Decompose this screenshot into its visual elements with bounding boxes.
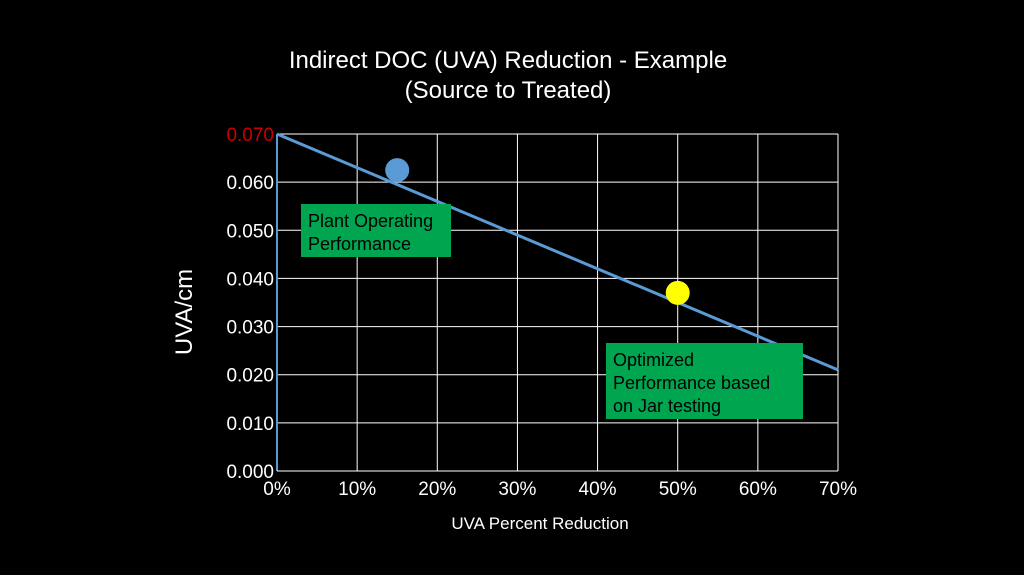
- y-tick-label: 0.010: [226, 414, 274, 435]
- data-point: [665, 280, 690, 305]
- x-axis-label: UVA Percent Reduction: [451, 514, 629, 533]
- trend-line: [276, 132, 839, 372]
- plant-operating-callout: Plant Operating Performance: [301, 204, 451, 257]
- x-tick-label: 60%: [739, 479, 777, 500]
- y-tick-label: 0.060: [226, 173, 274, 194]
- callout-line: Performance based: [613, 373, 771, 393]
- x-tick-label: 0%: [263, 479, 291, 500]
- x-tick-label: 40%: [579, 479, 617, 500]
- callout-line: Plant Operating: [308, 211, 434, 231]
- x-tick-label: 10%: [338, 479, 376, 500]
- callout-line: Optimized: [613, 350, 695, 370]
- optimized-performance-callout: Optimized Performance based on Jar testi…: [606, 343, 803, 419]
- callout-line: on Jar testing: [613, 396, 722, 416]
- x-tick-label: 50%: [659, 479, 697, 500]
- x-tick-label: 20%: [418, 479, 456, 500]
- x-tick-label: 30%: [498, 479, 536, 500]
- chart-title-line-1: Indirect DOC (UVA) Reduction - Example: [288, 47, 728, 74]
- x-tick-label: 70%: [819, 479, 857, 500]
- y-tick-label: 0.040: [226, 269, 274, 290]
- y-tick-label: 0.000: [226, 462, 274, 483]
- data-point: [385, 158, 410, 183]
- chart-title-line-2: (Source to Treated): [404, 77, 612, 104]
- y-tick-label: 0.050: [226, 221, 274, 242]
- callout-line: Performance: [308, 234, 412, 254]
- y-axis-label: UVA/cm: [171, 268, 198, 356]
- y-tick-label: 0.070: [226, 125, 274, 146]
- y-tick-label: 0.030: [226, 318, 274, 339]
- y-tick-label: 0.020: [226, 366, 274, 387]
